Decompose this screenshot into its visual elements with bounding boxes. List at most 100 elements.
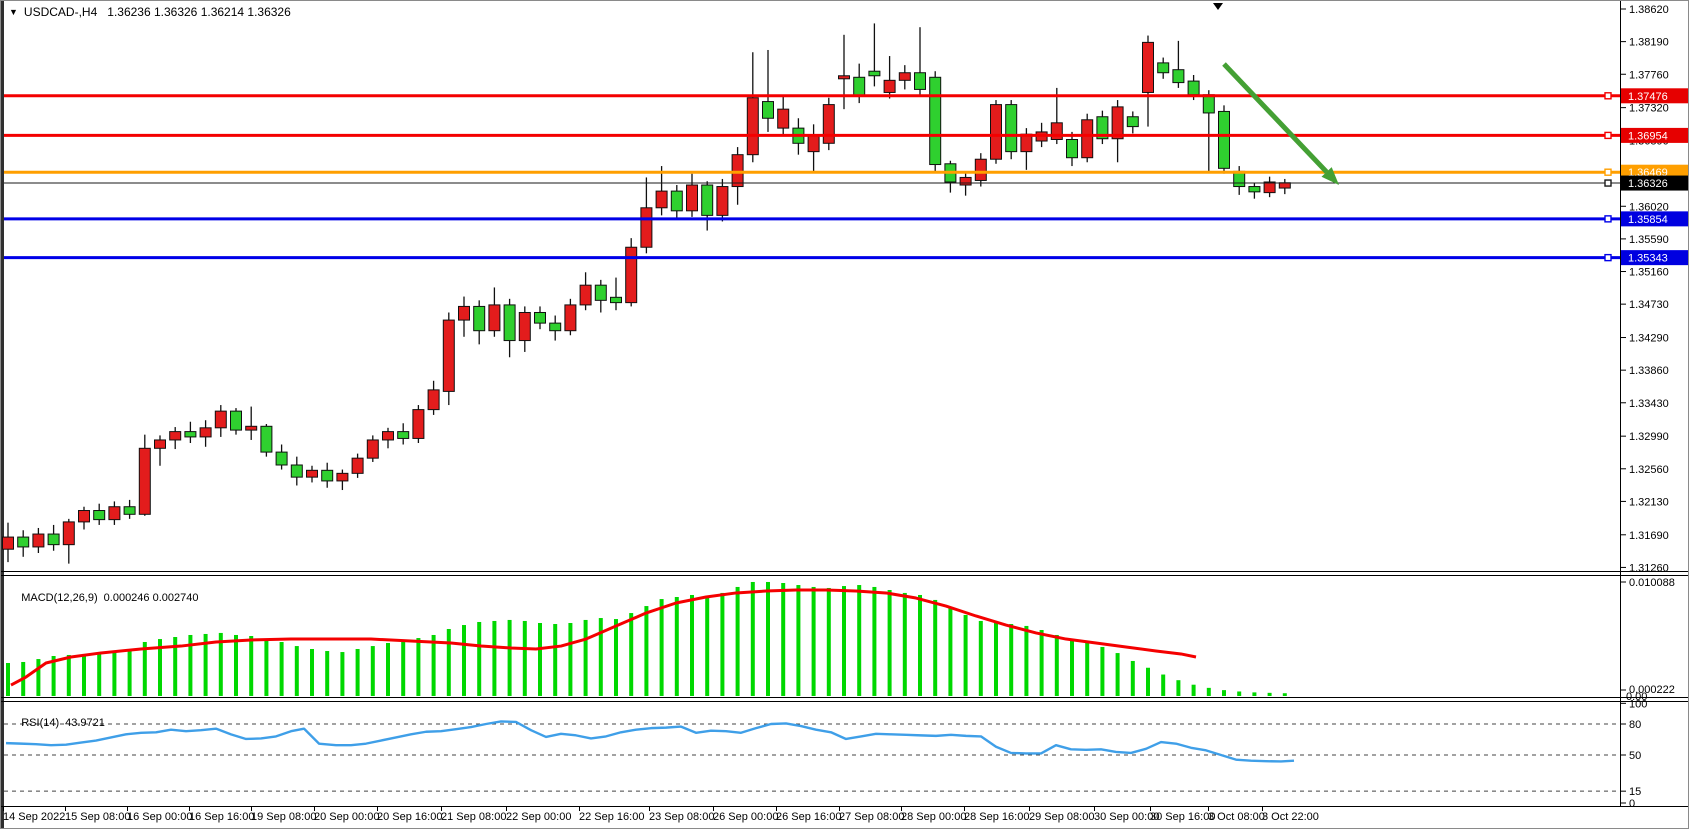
svg-text:1.31690: 1.31690 [1629, 530, 1669, 542]
svg-text:1.32130: 1.32130 [1629, 496, 1669, 508]
price-level-lines[interactable] [4, 92, 1620, 262]
svg-text:20 Sep 00:00: 20 Sep 00:00 [314, 811, 379, 823]
svg-text:15 Sep 08:00: 15 Sep 08:00 [65, 811, 130, 823]
macd-histogram-bar [492, 620, 497, 696]
macd-histogram-bar [234, 634, 238, 696]
bull-candle [807, 134, 820, 153]
macd-histogram-bar [173, 637, 178, 696]
price-badge-1.35854 [1621, 211, 1688, 227]
bull-candle [838, 75, 850, 80]
rsi-name: RSI(14) [21, 717, 60, 729]
macd-histogram-bar [872, 586, 877, 696]
bear-candle [17, 536, 30, 548]
svg-text:28 Sep 00:00: 28 Sep 00:00 [901, 811, 966, 823]
macd-histogram-bar [325, 651, 330, 696]
rsi-value: 43.9721 [65, 717, 105, 729]
bull-candle [1081, 119, 1094, 159]
macd-histogram-bar [1054, 634, 1059, 696]
macd-histogram-bar [1070, 639, 1074, 696]
svg-text:1.35160: 1.35160 [1629, 267, 1669, 279]
macd-histogram-bar [401, 640, 406, 696]
svg-text:1.37760: 1.37760 [1629, 69, 1669, 81]
svg-text:1.31260: 1.31260 [1629, 562, 1669, 574]
bull-candle [199, 427, 212, 438]
bear-candle [549, 322, 562, 332]
bear-candle [1218, 110, 1230, 169]
level-endpoint-marker [1604, 253, 1612, 262]
svg-text:1.32560: 1.32560 [1629, 464, 1669, 476]
macd-histogram-bar [720, 592, 725, 696]
macd-histogram-bar [370, 646, 375, 696]
svg-text:1.35343: 1.35343 [1628, 253, 1668, 265]
svg-text:50: 50 [1629, 750, 1641, 762]
macd-histogram-bar [644, 606, 649, 696]
svg-text:1.34290: 1.34290 [1629, 333, 1669, 345]
macd-histogram-bar [522, 620, 527, 696]
rsi-panel[interactable]: 100 80 50 150 [4, 698, 1647, 810]
bull-candle [78, 510, 90, 523]
macd-histogram-bar [705, 597, 710, 696]
macd-histogram-bar [1115, 653, 1120, 696]
svg-text:16 Sep 00:00: 16 Sep 00:00 [127, 811, 192, 823]
bull-candle [1142, 41, 1154, 93]
macd-histogram-bar [158, 639, 162, 696]
macd-histogram-bar [1009, 624, 1014, 696]
macd-histogram-bar [203, 633, 208, 696]
bear-candle [1248, 186, 1261, 193]
bear-candle [762, 101, 774, 119]
macd-histogram-bar [1252, 692, 1257, 696]
svg-text:0.000222: 0.000222 [1629, 684, 1675, 696]
bear-candle [1187, 80, 1200, 96]
bear-candle [929, 76, 942, 166]
macd-histogram-bar [416, 638, 421, 696]
macd-histogram-bar [82, 653, 86, 696]
macd-histogram-bar [218, 632, 223, 696]
bear-candle [1172, 69, 1185, 84]
macd-histogram-bar [690, 594, 694, 696]
macd-histogram-bar [51, 655, 56, 696]
bull-candle [518, 311, 531, 342]
bull-candle [822, 104, 835, 144]
macd-histogram-bar [583, 619, 588, 696]
macd-histogram-bar [1100, 646, 1105, 696]
bear-candle [184, 431, 197, 438]
bear-candle [93, 510, 106, 521]
macd-histogram-bar [811, 586, 816, 696]
bull-candle [427, 389, 440, 411]
macd-histogram-bar [933, 599, 938, 696]
bear-candle [1005, 104, 1018, 153]
bull-candle [746, 97, 759, 156]
level-endpoint-marker [1604, 92, 1612, 100]
bull-candle [138, 447, 151, 515]
svg-text:22 Sep 00:00: 22 Sep 00:00 [506, 811, 571, 823]
macd-histogram-bar [842, 586, 846, 696]
macd-histogram-bar [857, 585, 862, 696]
symbol-dropdown-icon[interactable]: ▼ [9, 7, 18, 17]
macd-histogram-bar [918, 594, 922, 696]
svg-text:1.36954: 1.36954 [1628, 130, 1668, 142]
macd-histogram-bar [598, 618, 603, 696]
svg-text:28 Sep 16:00: 28 Sep 16:00 [964, 811, 1029, 823]
bear-candle [290, 464, 303, 478]
bull-candle [883, 79, 896, 93]
data-end-marker-icon [1213, 3, 1223, 10]
svg-text:1.38620: 1.38620 [1629, 4, 1669, 16]
macd-histogram-bar [446, 628, 451, 696]
svg-text:19 Sep 08:00: 19 Sep 08:00 [251, 811, 316, 823]
arrow-head-icon [1321, 167, 1339, 185]
trend-arrow-annotation[interactable] [1222, 62, 1339, 185]
macd-histogram-bar [614, 619, 618, 696]
bull-candle [716, 186, 729, 216]
macd-histogram-bar [1146, 667, 1150, 696]
svg-text:20 Sep 16:00: 20 Sep 16:00 [377, 811, 442, 823]
bull-candle [32, 533, 45, 548]
bull-candle [959, 176, 972, 186]
bull-candle [640, 207, 653, 248]
macd-histogram-bar [902, 592, 907, 696]
symbol-period-label: USDCAD-,H4 [23, 5, 98, 19]
macd-histogram-bar [355, 648, 360, 696]
bull-candle [777, 108, 790, 129]
